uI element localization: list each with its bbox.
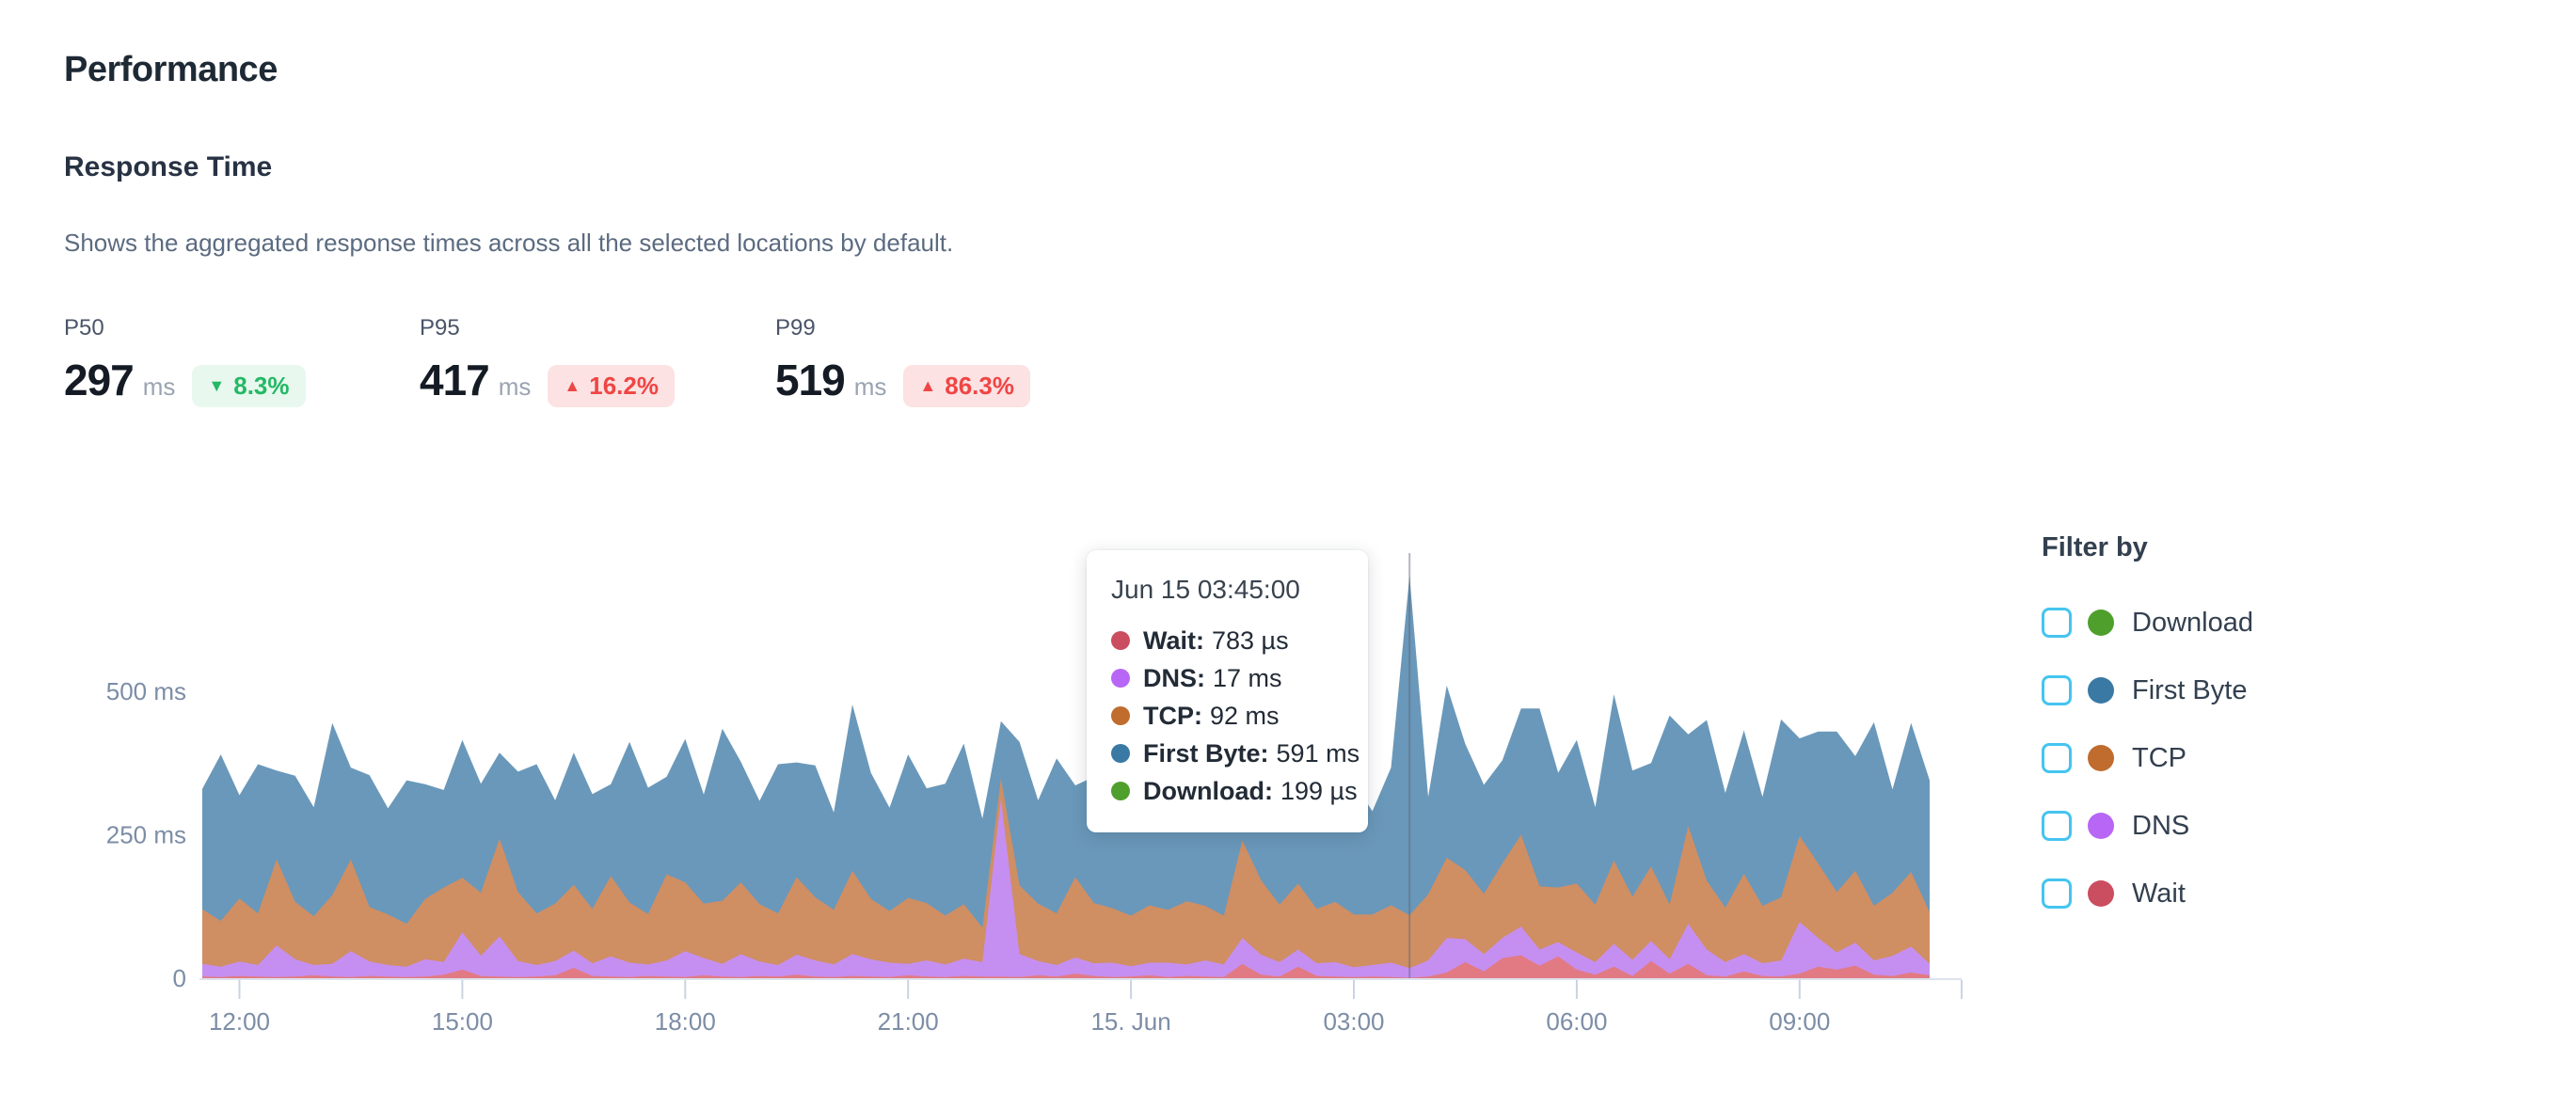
section-title-response-time: Response Time [64,151,273,182]
metric-value: 519 [775,356,846,404]
svg-text:06:00: 06:00 [1546,1007,1607,1036]
wait-checkbox[interactable] [2042,878,2072,909]
first-byte-series-dot-icon [2088,677,2114,704]
first-byte-series-dot-icon [1111,744,1130,763]
tcp-series-dot-icon [1111,706,1130,725]
trend-up-icon: ▲ [564,376,581,395]
filter-item-wait[interactable]: Wait [2042,878,2253,910]
download-series-dot-icon [2088,609,2114,636]
download-series-dot-icon [1111,782,1130,800]
filter-by-title: Filter by [2042,532,2148,562]
filter-item-label: TCP [2132,742,2186,773]
metric-label: P99 [775,315,816,340]
filter-item-label: Download [2132,607,2253,638]
section-subtitle: Shows the aggregated response times acro… [64,229,954,257]
tooltip-row-value: 17 ms [1213,663,1282,692]
tooltip-date: Jun 15 03:45:00 [1111,575,1300,604]
trend-down-icon: ▼ [208,376,226,395]
svg-text:15:00: 15:00 [432,1007,493,1036]
percentile-metrics-row: P50 297 ms ▼ 8.3% P95 417 ms ▲ [64,314,2576,411]
filter-item-download[interactable]: Download [2042,607,2253,639]
wait-series-dot-icon [2088,880,2114,907]
filter-item-first-byte[interactable]: First Byte [2042,674,2253,706]
tcp-series-dot-icon [2088,745,2114,771]
svg-text:18:00: 18:00 [655,1007,716,1036]
svg-text:09:00: 09:00 [1769,1007,1830,1036]
filter-by-legend: Filter by Download First Byte TCP DNS Wa… [2042,532,2253,945]
metric-unit: ms [142,372,176,401]
filter-item-tcp[interactable]: TCP [2042,742,2253,774]
wait-series-dot-icon [1111,631,1130,650]
filter-item-label: Wait [2132,878,2186,909]
chart-tooltip: Jun 15 03:45:00 Wait: 783 µs DNS: 17 ms … [1087,550,1368,832]
svg-text:500 ms: 500 ms [106,677,186,705]
tcp-checkbox[interactable] [2042,743,2072,773]
filter-item-dns[interactable]: DNS [2042,810,2253,842]
metric-label: P50 [64,315,104,340]
delta-badge: ▲ 16.2% [548,364,675,407]
tooltip-row-label: Wait: [1143,625,1204,655]
tooltip-row-label: First Byte: [1143,738,1269,768]
tooltip-row-tcp: TCP: 92 ms [1111,697,1344,735]
delta-badge: ▼ 8.3% [192,364,306,407]
metric-p95: P95 417 ms ▲ 16.2% [420,314,775,411]
filter-item-label: First Byte [2132,674,2248,705]
tooltip-row-dns: DNS: 17 ms [1111,659,1344,697]
metric-value: 297 [64,356,135,404]
filter-item-label: DNS [2132,810,2190,841]
tooltip-row-value: 199 µs [1280,776,1358,805]
tooltip-row-label: Download: [1143,776,1273,805]
svg-text:03:00: 03:00 [1323,1007,1384,1036]
delta-value: 8.3% [233,371,290,400]
tooltip-row-label: TCP: [1143,701,1202,730]
dns-checkbox[interactable] [2042,811,2072,841]
svg-text:250 ms: 250 ms [106,821,186,849]
delta-badge: ▲ 86.3% [903,364,1030,407]
tooltip-row-label: DNS: [1143,663,1205,692]
metric-p99: P99 519 ms ▲ 86.3% [775,314,1131,411]
metric-unit: ms [853,372,887,401]
metric-p50: P50 297 ms ▼ 8.3% [64,314,420,411]
svg-text:15. Jun: 15. Jun [1090,1007,1170,1036]
svg-text:21:00: 21:00 [878,1007,939,1036]
first-byte-checkbox[interactable] [2042,675,2072,705]
tooltip-row-first-byte: First Byte: 591 ms [1111,735,1360,772]
metric-value: 417 [420,356,490,404]
page-title: Performance [64,50,278,89]
download-checkbox[interactable] [2042,608,2072,638]
delta-value: 16.2% [589,371,659,400]
dns-series-dot-icon [2088,813,2114,839]
dns-series-dot-icon [1111,669,1130,688]
tooltip-row-download: Download: 199 µs [1111,772,1358,810]
svg-text:0: 0 [173,964,186,992]
tooltip-row-value: 92 ms [1210,701,1280,730]
trend-up-icon: ▲ [919,376,937,395]
metric-label: P95 [420,315,460,340]
tooltip-row-value: 591 ms [1276,738,1360,768]
delta-value: 86.3% [945,371,1014,400]
stacked-area-chart-svg[interactable]: 12:00 15:00 18:00 21:00 15. Jun 03:00 06:00 09:… [0,522,2042,1086]
svg-text:12:00: 12:00 [209,1007,270,1036]
tooltip-row-wait: Wait: 783 µs [1111,622,1344,659]
metric-unit: ms [498,372,532,401]
tooltip-row-value: 783 µs [1211,625,1289,655]
response-time-chart[interactable]: 12:00 15:00 18:00 21:00 15. Jun 03:00 06:00 09:… [0,522,2042,1086]
